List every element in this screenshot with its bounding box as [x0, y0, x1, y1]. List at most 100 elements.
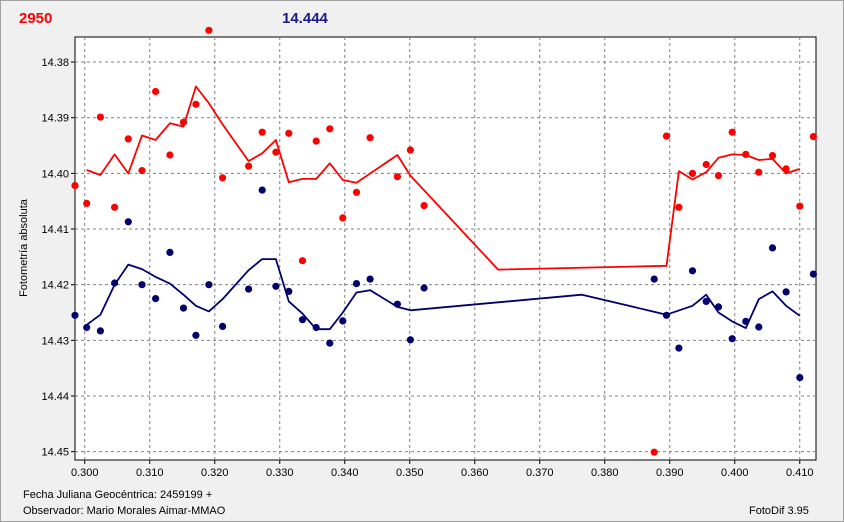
blue-series-point [688, 267, 697, 275]
tick-layer: 0.300 0.310 0.320 0.330 0.340 0.350 0.360 0.370… [41, 57, 813, 479]
x-tick-label: 0.380 [591, 467, 619, 479]
x-tick-label: 0.390 [656, 467, 684, 479]
red-series-point [272, 148, 280, 156]
x-tick-label: 0.410 [786, 467, 814, 479]
blue-series-trend-line [86, 258, 801, 331]
blue-series-point [714, 303, 723, 311]
red-series-point [352, 188, 361, 196]
red-series-point [782, 165, 790, 173]
red-series-point [420, 202, 428, 210]
blue-series-point [152, 295, 160, 303]
blue-series-point [326, 339, 334, 347]
blue-series-point [124, 218, 132, 226]
red-series-point [96, 113, 104, 121]
red-series-point [192, 100, 200, 108]
plot-area [74, 36, 817, 461]
blue-series-point [742, 317, 750, 325]
red-series-point [366, 134, 374, 142]
x-tick-label: 0.320 [201, 467, 229, 479]
red-series-point [152, 87, 160, 96]
red-series-point [339, 214, 347, 222]
y-tick-label: 14.38 [41, 57, 69, 69]
red-series-point [138, 167, 146, 175]
red-series-point [714, 172, 723, 180]
red-series-point [179, 118, 188, 126]
red-series-point [809, 133, 818, 141]
red-series-point [312, 137, 320, 145]
blue-series-point [352, 280, 361, 288]
blue-series-point [675, 344, 683, 352]
y-tick-label: 14.43 [41, 335, 69, 347]
blue-series-point [662, 311, 671, 319]
red-series-point [298, 257, 307, 265]
x-tick-label: 0.370 [526, 467, 554, 479]
red-series-point [83, 199, 91, 207]
red-series-point [755, 168, 763, 176]
red-series-point [71, 182, 79, 190]
julian-date-label: Fecha Juliana Geocéntrica: 2459199 + [23, 489, 213, 501]
red-series-point [728, 128, 736, 136]
red-series-point [768, 152, 777, 160]
blue-series-point [782, 288, 790, 296]
red-series-point [205, 26, 213, 34]
red-series-point [285, 129, 293, 137]
y-tick-label: 14.45 [41, 447, 69, 459]
blue-series-point [796, 374, 804, 382]
header-left-value: 2950 [19, 10, 53, 27]
red-series-point [675, 203, 683, 211]
y-tick-label: 14.44 [41, 391, 69, 403]
blue-series-point [312, 323, 320, 332]
x-tick-label: 0.400 [721, 467, 749, 479]
software-version: FotoDif 3.95 [749, 505, 809, 517]
x-tick-label: 0.330 [266, 467, 294, 479]
observer-label: Observador: Mario Morales Aimar-MMAO [23, 505, 226, 517]
blue-series-point [192, 331, 200, 339]
blue-series-point [166, 248, 174, 256]
red-series-point [688, 169, 697, 177]
x-tick-label: 0.350 [396, 467, 424, 479]
red-series-point [650, 448, 658, 456]
red-series-point [258, 128, 266, 136]
blue-series-point [768, 244, 777, 252]
red-series-point [166, 151, 174, 159]
y-tick-label: 14.42 [41, 280, 69, 292]
blue-series-point [138, 281, 146, 289]
blue-series-point [83, 323, 91, 332]
blue-series-point [298, 316, 307, 324]
blue-series-point [285, 287, 293, 295]
blue-series-point [71, 311, 79, 319]
y-tick-label: 14.39 [41, 113, 69, 125]
series-layer [71, 26, 818, 456]
grid-layer [75, 37, 816, 460]
red-series-point [219, 174, 227, 182]
blue-series-point [809, 270, 818, 278]
blue-series-point [339, 317, 347, 325]
x-tick-label: 0.360 [461, 467, 489, 479]
blue-series-point [258, 186, 266, 194]
blue-series-point [272, 282, 280, 290]
y-tick-label: 14.40 [41, 168, 69, 180]
red-series-point [245, 162, 253, 170]
blue-series-point [702, 297, 710, 305]
blue-series-point [179, 304, 188, 312]
blue-series-point [219, 322, 227, 330]
red-series-trend-line [86, 85, 801, 271]
red-series-point [326, 125, 334, 133]
red-series-point [702, 160, 710, 169]
blue-series-point [205, 281, 213, 289]
red-series-point [111, 203, 119, 211]
red-series-point [124, 135, 132, 143]
red-series-point [393, 173, 401, 181]
blue-series-point [650, 275, 658, 283]
red-series-point [742, 150, 750, 158]
blue-series-point [406, 336, 414, 344]
blue-series-point [366, 275, 374, 283]
red-series-point [406, 146, 414, 154]
x-tick-label: 0.340 [331, 467, 359, 479]
blue-series-point [728, 335, 736, 343]
blue-series-point [393, 300, 401, 308]
blue-series-point [755, 323, 763, 331]
x-tick-label: 0.310 [136, 467, 164, 479]
